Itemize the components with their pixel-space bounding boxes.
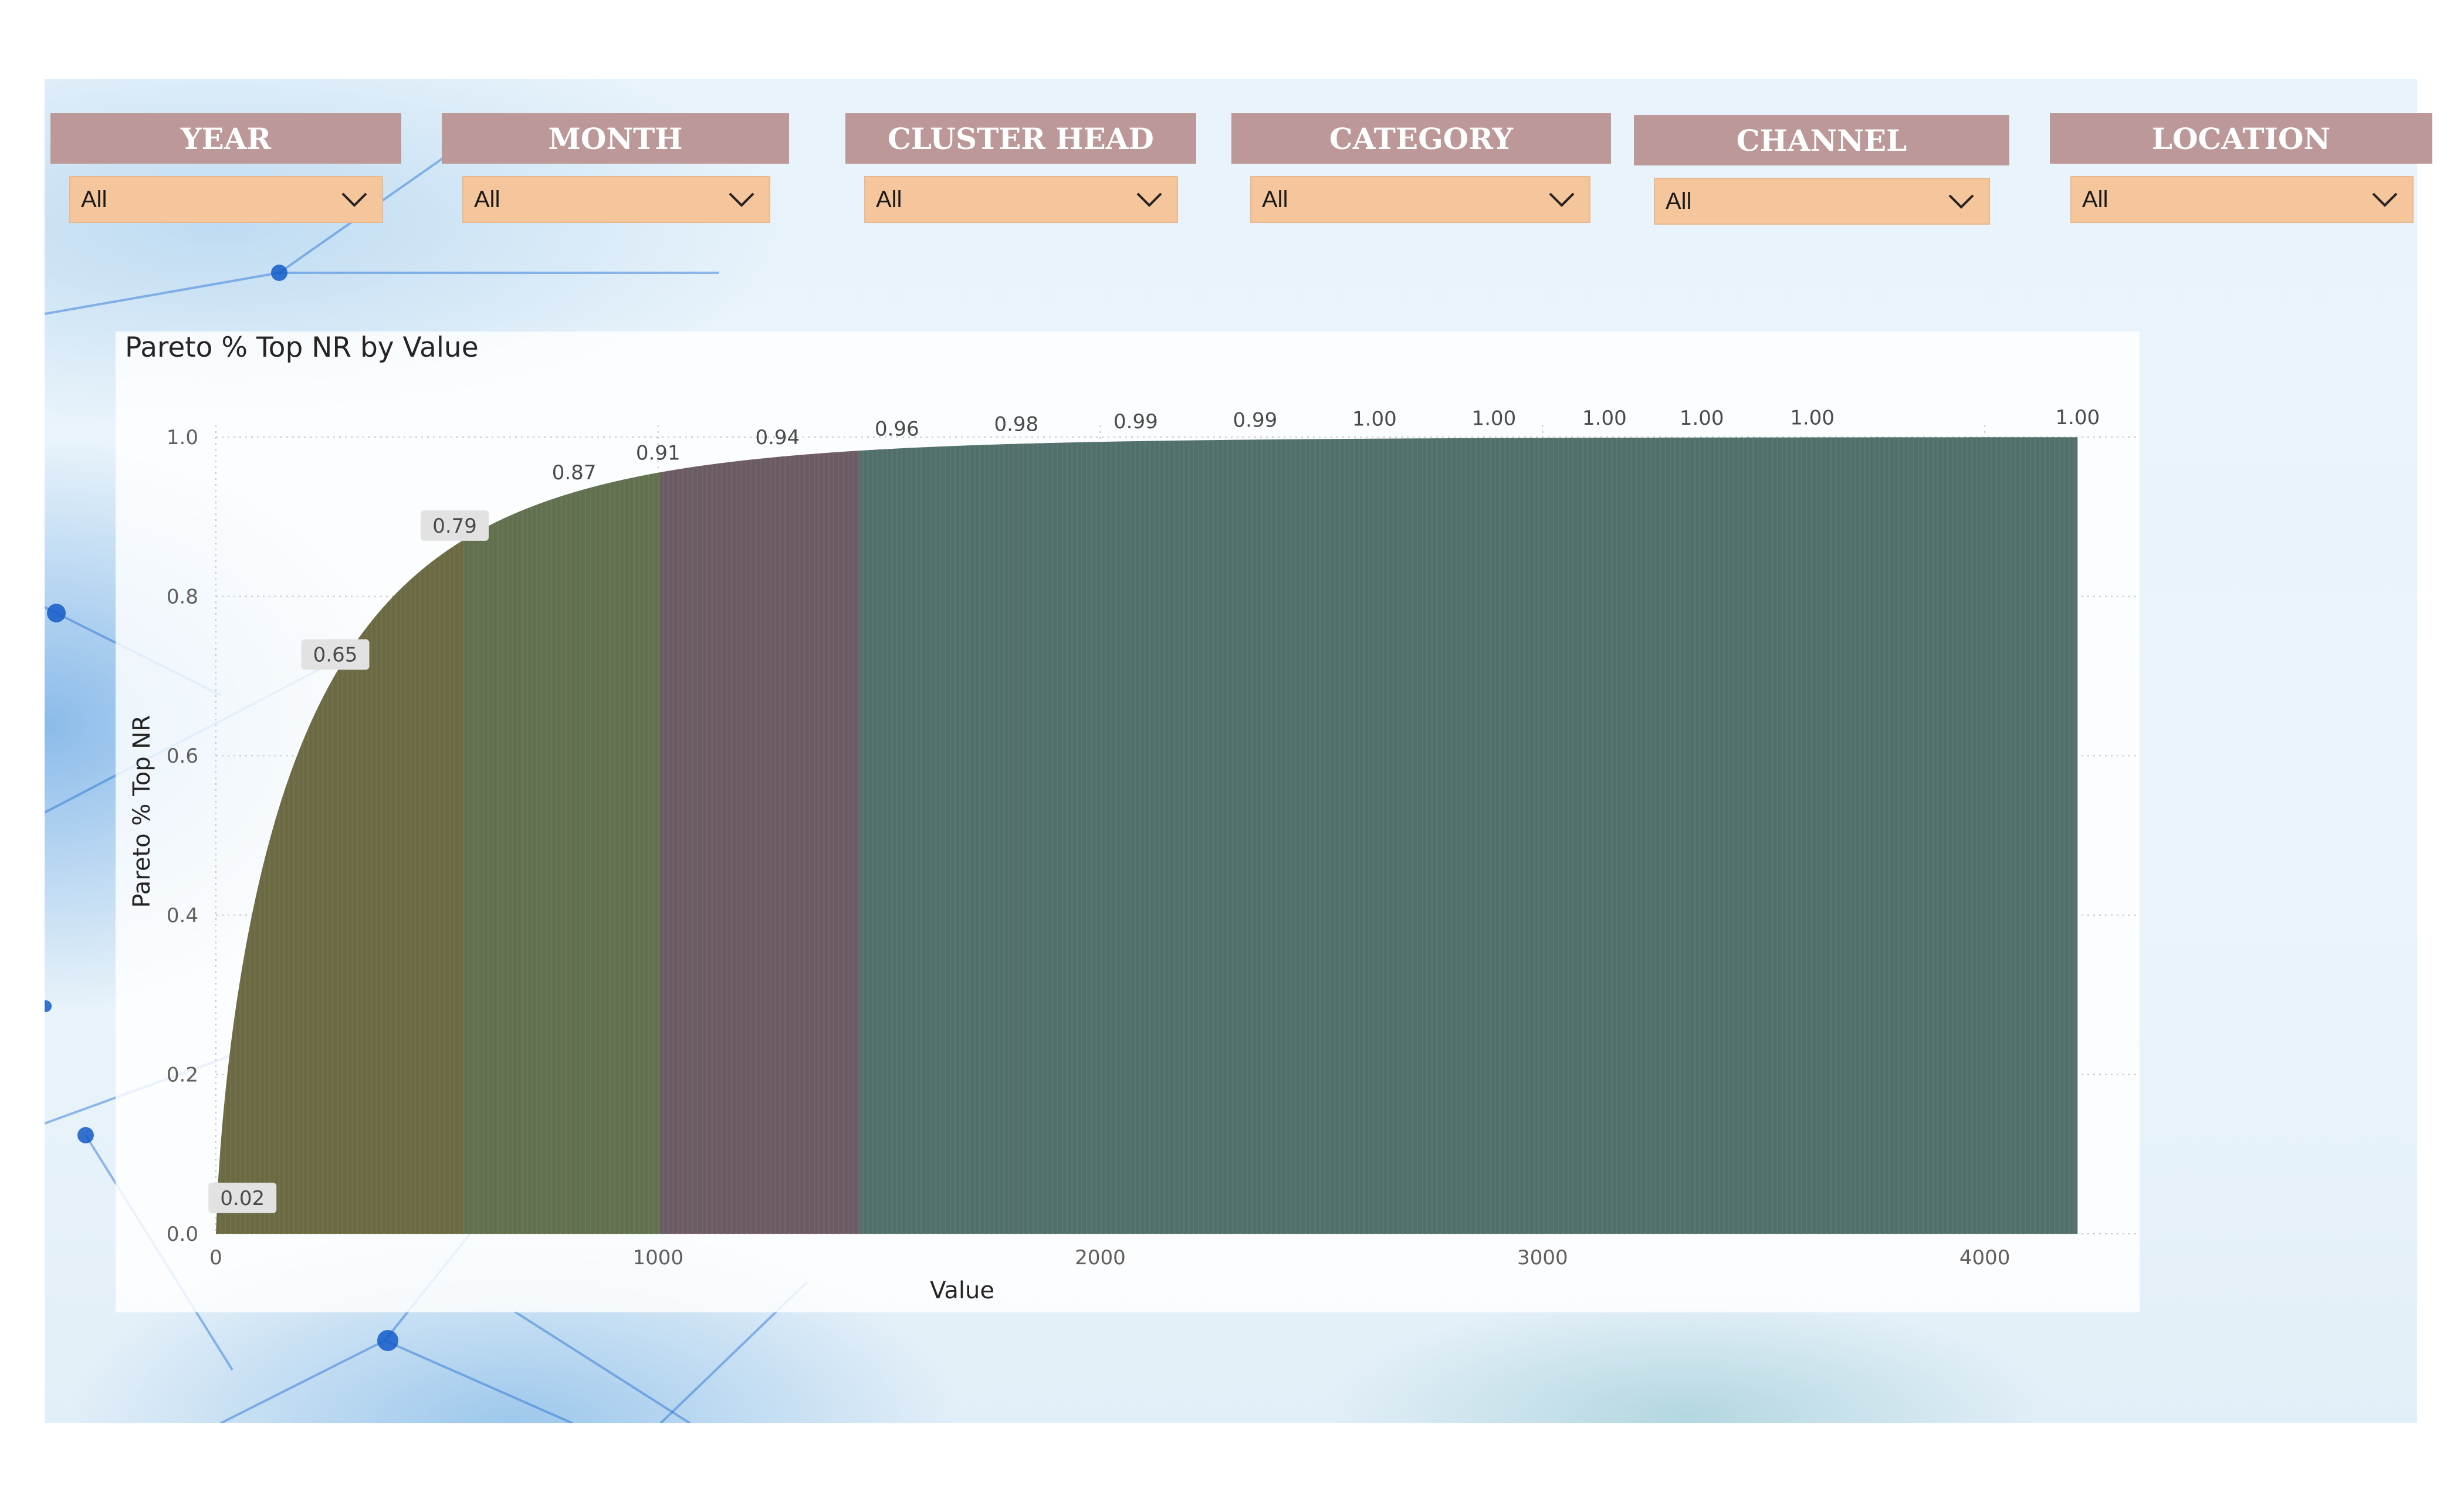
slicer-category-header: CATEGORY xyxy=(1231,113,1611,164)
data-label: 0.91 xyxy=(636,442,681,465)
data-label: 0.94 xyxy=(755,426,800,449)
area-segment[interactable] xyxy=(859,437,2078,1234)
slicer-category-dropdown[interactable]: All xyxy=(1250,176,1590,223)
data-label: 1.00 xyxy=(1472,407,1517,431)
data-label: 1.00 xyxy=(1680,407,1724,430)
slicer-location-value: All xyxy=(2082,186,2108,212)
slicer-cluster-head-value: All xyxy=(876,186,902,212)
y-tick-label: 1.0 xyxy=(167,426,198,449)
area-segment[interactable] xyxy=(660,437,859,1234)
data-label: 0.96 xyxy=(875,418,919,441)
x-tick-label: 1000 xyxy=(633,1246,684,1270)
y-axis-title: Pareto % Top NR xyxy=(128,715,155,908)
chevron-down-icon[interactable] xyxy=(1547,188,1576,211)
area-fill-group xyxy=(216,437,2078,1234)
data-label-box xyxy=(208,1182,277,1213)
area-series[interactable] xyxy=(216,437,2078,1234)
data-label: 1.00 xyxy=(2056,406,2100,429)
y-tick-label: 0.4 xyxy=(167,904,198,928)
x-tick-label: 2000 xyxy=(1075,1246,1126,1270)
data-label: 0.99 xyxy=(1113,410,1158,434)
slicer-cluster-head-header: CLUSTER HEAD xyxy=(845,113,1196,164)
pareto-chart-visual[interactable]: Pareto % Top NR by Value 0.0 0.2 0.4 0.6 0.8… xyxy=(116,331,2140,1312)
slicer-cluster-head-dropdown[interactable]: All xyxy=(864,176,1178,223)
chevron-down-icon[interactable] xyxy=(1135,188,1164,211)
axes: 0.0 0.2 0.4 0.6 0.8 1.0 0 1000 2000 3000 4000 Value… xyxy=(128,426,2010,1304)
data-label: 0.79 xyxy=(432,515,477,538)
slicer-month-dropdown[interactable]: All xyxy=(462,176,770,223)
pareto-area-chart[interactable]: 0.00.20.40.60.81.00 1000 2000 3000 4000Value… xyxy=(116,331,2140,1312)
y-tick-label: 0.8 xyxy=(167,585,198,609)
slicer-category-value: All xyxy=(1262,186,1288,212)
data-label: 0.02 xyxy=(220,1187,265,1210)
slicer-channel-value: All xyxy=(1666,188,1692,214)
chevron-down-icon[interactable] xyxy=(2370,188,2399,211)
data-label: 0.65 xyxy=(313,644,358,667)
y-tick-label: 0.6 xyxy=(167,744,198,768)
data-label-box xyxy=(421,510,489,541)
slicer-location-header: LOCATION xyxy=(2050,113,2432,164)
slicer-year-header: YEAR xyxy=(50,113,401,164)
chevron-down-icon[interactable] xyxy=(1947,189,1976,213)
data-label: 1.00 xyxy=(1352,408,1397,431)
x-tick-label: 4000 xyxy=(1959,1246,2011,1270)
data-label: 0.98 xyxy=(994,413,1038,436)
slicer-channel-header: CHANNEL xyxy=(1634,115,2009,165)
chevron-down-icon[interactable] xyxy=(727,188,756,211)
data-label: 0.99 xyxy=(1233,408,1278,432)
data-label-box xyxy=(301,639,370,670)
x-tick-label: 3000 xyxy=(1517,1246,1568,1270)
y-tick-label: 0.2 xyxy=(167,1063,198,1087)
data-label: 1.00 xyxy=(1790,407,1835,430)
x-tick-label: 0 xyxy=(209,1246,222,1270)
data-label: 1.00 xyxy=(1582,407,1627,430)
slicer-month-value: All xyxy=(474,186,500,212)
x-axis-title: Value xyxy=(930,1277,994,1304)
chevron-down-icon[interactable] xyxy=(340,188,369,211)
y-tick-label: 0.0 xyxy=(167,1223,198,1246)
area-segment[interactable] xyxy=(216,437,464,1234)
slicer-location-dropdown[interactable]: All xyxy=(2070,176,2414,223)
slicer-year-dropdown[interactable]: All xyxy=(69,176,383,223)
data-label: 0.87 xyxy=(552,461,597,485)
slicer-year-value: All xyxy=(81,186,107,212)
area-segment[interactable] xyxy=(463,437,661,1234)
chart-title: Pareto % Top NR by Value xyxy=(125,331,479,364)
data-labels: 0.02 0.65 0.79 0.87 0.91 0.94 0.96 0.98 0.99 0.99… xyxy=(208,406,2100,1213)
slicer-channel-dropdown[interactable]: All xyxy=(1654,178,1990,225)
slicer-month-header: MONTH xyxy=(442,113,789,164)
